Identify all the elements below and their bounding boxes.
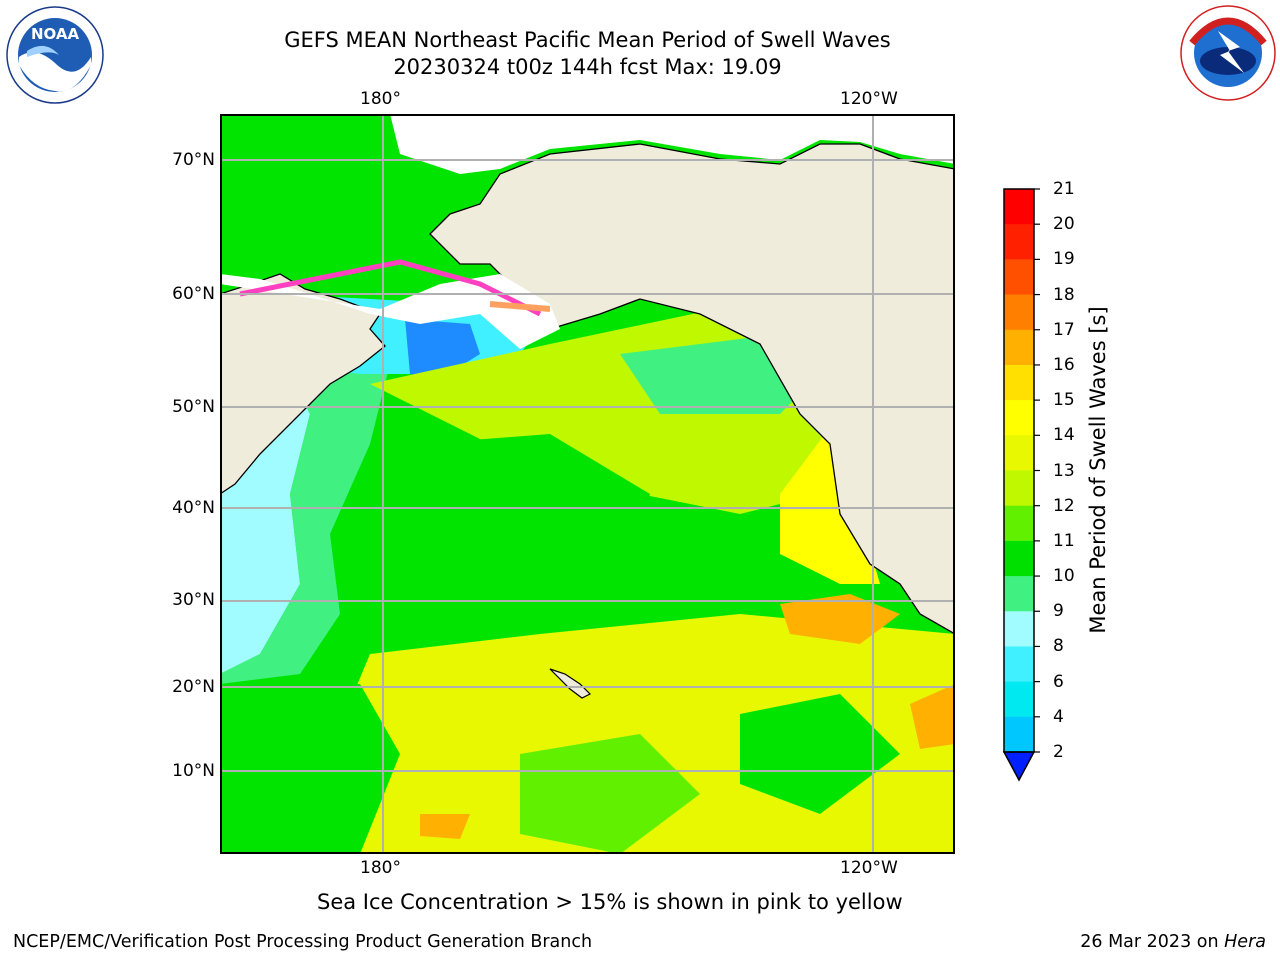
swell-period-map — [220, 114, 955, 854]
hawaii — [549, 668, 592, 699]
colorbar-segment — [1004, 294, 1034, 331]
colorbar-tick-label: 20 — [1053, 214, 1075, 235]
colorbar — [1002, 188, 1040, 782]
footer-machine: Hera — [1224, 932, 1266, 952]
lon-label-top-120w: 120°W — [840, 89, 898, 109]
colorbar-tick-label: 18 — [1053, 284, 1075, 305]
colorbar-segment — [1004, 329, 1034, 366]
footer-date-text: 26 Mar 2023 on — [1080, 932, 1219, 952]
colorbar-segment — [1004, 716, 1034, 753]
colorbar-tick-label: 14 — [1053, 425, 1075, 446]
lat-label-50n: 50°N — [172, 397, 215, 417]
bering-sea — [220, 274, 560, 349]
colorbar-segment — [1004, 259, 1034, 296]
colorbar-tick-label: 17 — [1053, 319, 1075, 340]
footer-branch: NCEP/EMC/Verification Post Processing Pr… — [13, 932, 593, 952]
colorbar-segment — [1004, 470, 1034, 507]
colorbar-segment — [1004, 576, 1034, 612]
colorbar-tick-label: 12 — [1053, 495, 1075, 516]
colorbar-tick-label: 4 — [1053, 706, 1064, 727]
colorbar-segment — [1004, 611, 1034, 647]
colorbar-segment — [1004, 505, 1034, 542]
graticule — [220, 114, 955, 854]
colorbar-segment — [1004, 364, 1034, 401]
colorbar-tick-label: 2 — [1053, 742, 1064, 762]
colorbar-tick-label: 9 — [1053, 601, 1064, 622]
colorbar-segment — [1004, 400, 1034, 436]
colorbar-segment — [1004, 224, 1034, 260]
colorbar-segment — [1004, 540, 1034, 577]
colorbar-tick-label: 16 — [1053, 354, 1075, 375]
arctic-water — [390, 114, 955, 174]
lat-label-30n: 30°N — [172, 590, 215, 610]
mid-period-west — [220, 354, 390, 684]
colorbar-segment — [1004, 189, 1034, 225]
footer-date: 26 Mar 2023 on Hera — [1080, 932, 1266, 952]
lat-label-40n: 40°N — [172, 498, 215, 518]
colorbar-title: Mean Period of Swell Waves [s] — [1086, 306, 1110, 634]
map-frame — [220, 114, 955, 854]
lon-label-top-180: 180° — [360, 89, 401, 109]
colorbar-segment — [1004, 435, 1034, 471]
ice-edge-2 — [489, 301, 551, 312]
colorbar-tick-label: 8 — [1053, 636, 1064, 657]
lat-label-10n: 10°N — [172, 761, 215, 781]
long-period-coast — [780, 414, 880, 584]
lat-label-60n: 60°N — [172, 284, 215, 304]
mid-period-south-3 — [740, 694, 900, 814]
colorbar-segment — [1004, 646, 1034, 683]
colorbar-segment — [1004, 681, 1034, 718]
lat-label-70n: 70°N — [172, 150, 215, 170]
colorbar-tick-label: 10 — [1053, 566, 1075, 587]
lat-label-20n: 20°N — [172, 677, 215, 697]
chart-subtitle: 20230324 t00z 144h fcst Max: 19.09 — [393, 55, 782, 79]
colorbar-tick-label: 15 — [1053, 390, 1075, 411]
colorbar-extend-arrow — [1002, 751, 1036, 782]
noaa-logo-text: NOAA — [31, 25, 80, 43]
sea-ice-note: Sea Ice Concentration > 15% is shown in … — [317, 890, 903, 914]
lon-label-bottom-180: 180° — [360, 858, 401, 878]
nws-logo — [1180, 5, 1276, 101]
colorbar-tick-label: 11 — [1053, 530, 1075, 551]
lon-label-bottom-120w: 120°W — [840, 858, 898, 878]
longest-period-south-blob — [420, 814, 470, 839]
colorbar-tick-label: 19 — [1053, 249, 1075, 270]
longest-period-east — [780, 594, 900, 644]
longest-period-southeast — [910, 684, 955, 749]
noaa-logo: NOAA — [6, 6, 104, 104]
colorbar-tick-label: 21 — [1053, 179, 1075, 199]
mid-period-south — [220, 684, 400, 854]
mid-period-central — [420, 434, 650, 594]
colorbar-tick-label: 6 — [1053, 671, 1064, 692]
chart-title: GEFS MEAN Northeast Pacific Mean Period … — [284, 28, 891, 52]
mid-period-south-2 — [520, 734, 700, 854]
colorbar-tick-label: 13 — [1053, 460, 1075, 481]
land-alaska — [429, 143, 955, 635]
